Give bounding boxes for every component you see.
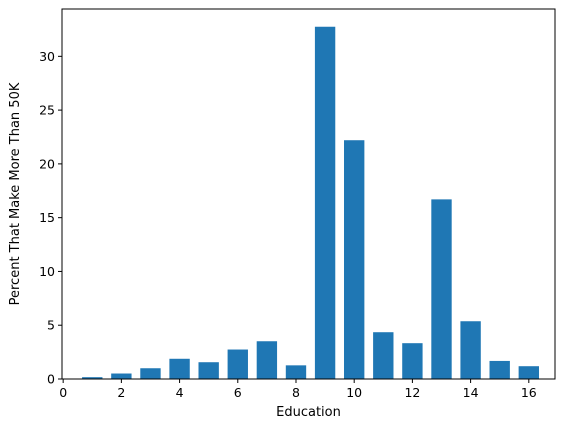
bar-6 <box>227 349 248 379</box>
bar-10 <box>344 140 365 379</box>
bar-3 <box>140 368 161 379</box>
bar-5 <box>198 362 219 379</box>
y-tick-label: 10 <box>39 264 55 279</box>
x-axis-ticks: 0 2 4 6 8 10 12 14 16 <box>59 379 537 400</box>
x-tick-label: 8 <box>292 385 300 400</box>
bar-1 <box>82 377 103 379</box>
y-tick-label: 15 <box>39 210 55 225</box>
bar-14 <box>460 321 481 379</box>
y-tick-label: 0 <box>47 372 55 387</box>
x-tick-label: 16 <box>521 385 537 400</box>
y-axis-label: Percent That Make More Than 50K <box>8 82 23 305</box>
bar-7 <box>256 341 278 379</box>
y-axis-ticks: 0 5 10 15 20 25 30 <box>39 49 62 387</box>
x-tick-label: 12 <box>404 385 420 400</box>
bar-4 <box>169 358 190 379</box>
bar-9 <box>314 26 336 379</box>
plot-frame <box>61 8 556 380</box>
bar-11 <box>373 332 394 379</box>
bar-12 <box>402 343 423 379</box>
x-tick-label: 14 <box>463 385 479 400</box>
bar-15 <box>489 360 510 379</box>
x-tick-label: 10 <box>346 385 362 400</box>
x-axis-label: Education <box>276 405 341 420</box>
x-tick-label: 4 <box>176 385 184 400</box>
x-tick-label: 6 <box>234 385 242 400</box>
y-tick-label: 5 <box>47 318 55 333</box>
y-tick-label: 25 <box>39 103 55 118</box>
bar-2 <box>111 373 132 379</box>
bar-8 <box>285 365 307 379</box>
bar-13 <box>431 199 452 379</box>
bars-group <box>82 26 539 379</box>
y-tick-label: 30 <box>39 49 55 64</box>
x-tick-label: 0 <box>59 385 67 400</box>
x-tick-label: 2 <box>117 385 125 400</box>
bar-16 <box>518 366 539 379</box>
y-tick-label: 20 <box>39 156 55 171</box>
